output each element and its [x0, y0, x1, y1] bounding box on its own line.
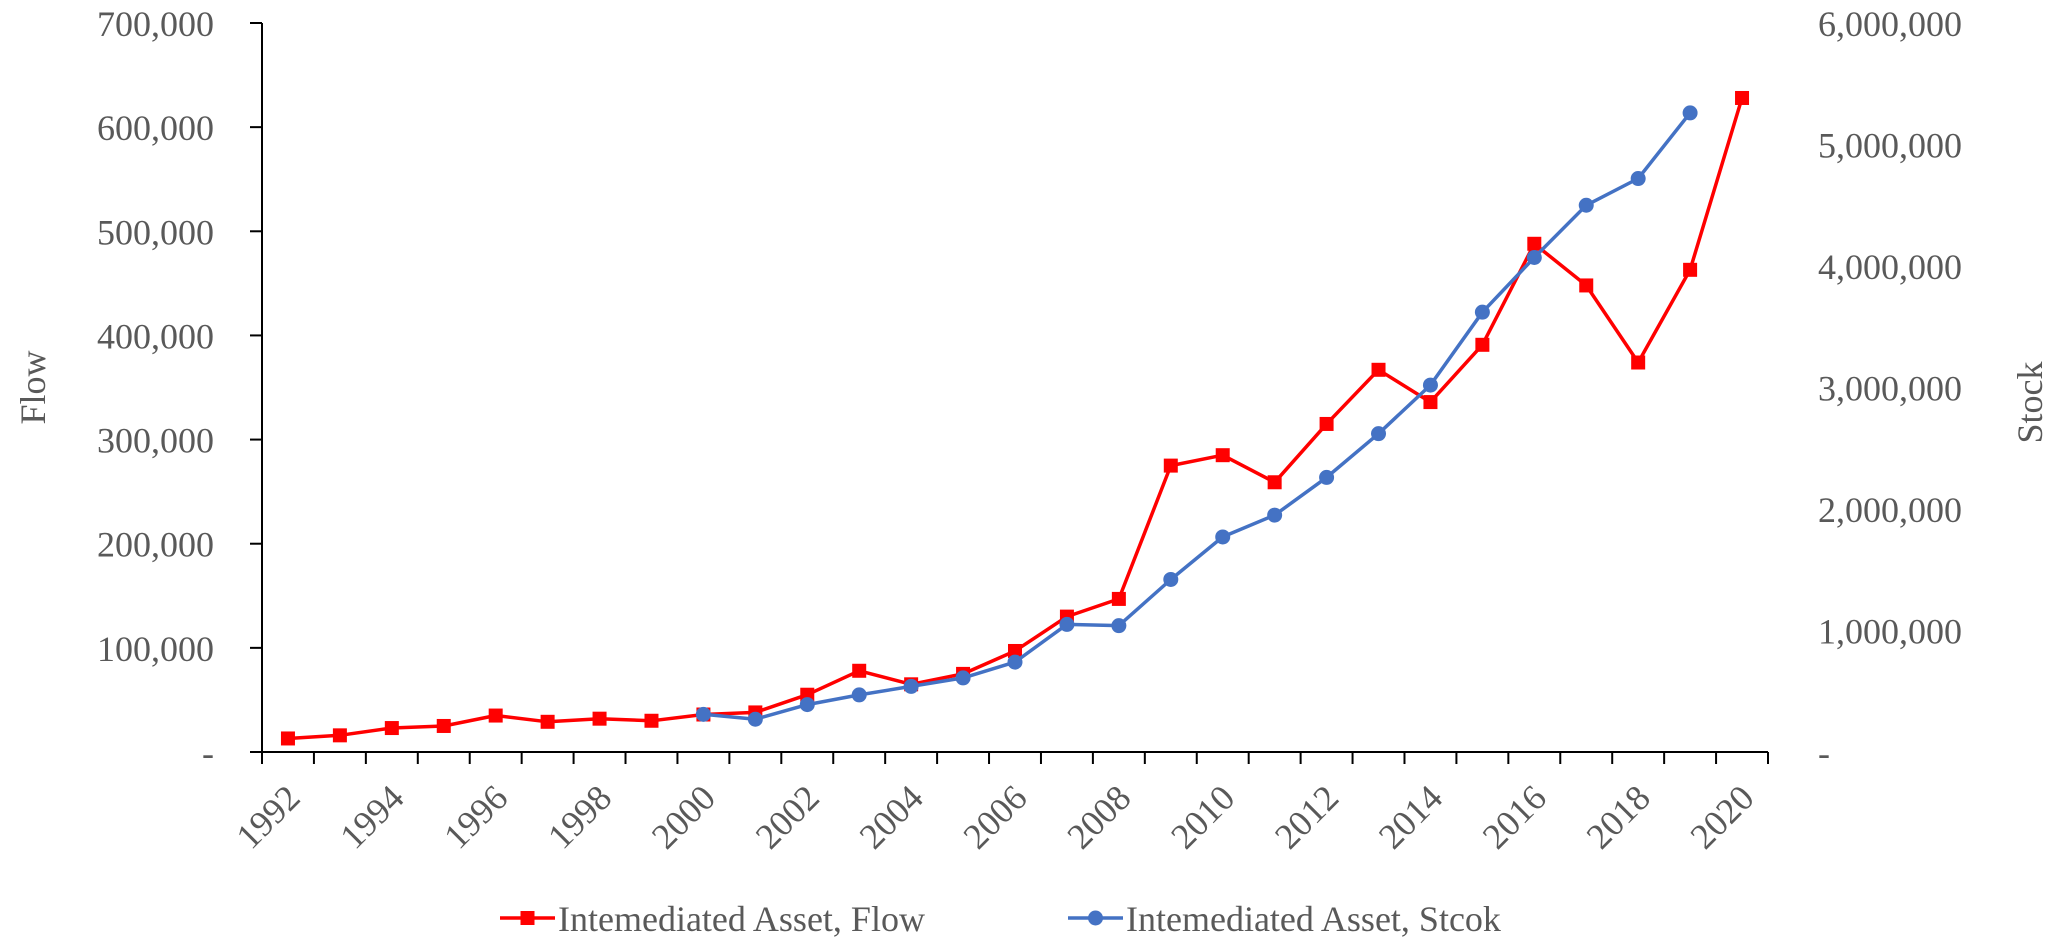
x-tick-label: 2014 — [1371, 777, 1450, 856]
data-point-1 — [1527, 236, 1542, 251]
data-point-2 — [1215, 529, 1231, 545]
y-right-tick-label: 6,000,000 — [1818, 4, 1962, 44]
series-line-2 — [703, 111, 1692, 721]
y-left-axis-title: Flow — [13, 350, 53, 424]
x-tick-label: 1998 — [540, 777, 619, 856]
data-point-1 — [384, 721, 399, 736]
y-right-tick-label: 2,000,000 — [1818, 490, 1962, 530]
data-point-1 — [1423, 395, 1438, 410]
x-tick-label: 2010 — [1163, 777, 1242, 856]
data-point-2 — [1059, 616, 1075, 632]
data-point-2 — [903, 678, 919, 694]
data-point-1 — [1683, 262, 1698, 277]
data-point-2 — [1319, 469, 1335, 485]
y-right-tick-label: 1,000,000 — [1818, 612, 1962, 652]
data-point-1 — [1111, 591, 1126, 606]
x-tick-label: 2012 — [1267, 777, 1346, 856]
y-left-tick-label: 600,000 — [97, 108, 214, 148]
x-tick-label: 1994 — [332, 777, 411, 856]
x-tick-label: 2020 — [1682, 777, 1761, 856]
data-point-1 — [1371, 362, 1386, 377]
data-point-2 — [695, 706, 711, 722]
data-point-1 — [1215, 448, 1230, 463]
x-tick-label: 2018 — [1579, 777, 1658, 856]
data-point-1 — [332, 728, 347, 743]
data-point-2 — [955, 670, 971, 686]
x-tick-label: 1992 — [228, 777, 307, 856]
y-right-tick-label: 4,000,000 — [1818, 247, 1962, 287]
data-point-2 — [1371, 426, 1387, 442]
data-point-2 — [1474, 304, 1490, 320]
x-tick-label: 2004 — [852, 777, 931, 856]
data-point-1 — [592, 711, 607, 726]
data-point-1 — [852, 663, 867, 678]
data-point-2 — [799, 697, 815, 713]
data-point-1 — [644, 713, 659, 728]
data-point-2 — [747, 711, 763, 727]
y-right-tick-label: 5,000,000 — [1818, 126, 1962, 166]
y-left-tick-label: 400,000 — [97, 316, 214, 356]
y-left-tick-label: 200,000 — [97, 525, 214, 565]
data-point-2 — [1526, 249, 1542, 265]
x-tick-label: 2006 — [955, 777, 1034, 856]
data-point-1 — [1579, 278, 1594, 293]
series-line-1 — [287, 97, 1744, 741]
x-tick-label: 2002 — [748, 777, 827, 856]
x-tick-label: 2016 — [1475, 777, 1554, 856]
data-point-2 — [1163, 571, 1179, 587]
x-tick-label: 2008 — [1059, 777, 1138, 856]
x-tick-label: 1996 — [436, 777, 515, 856]
legend-label-1: Intemediated Asset, Flow — [558, 899, 925, 939]
y-left-tick-label: 500,000 — [97, 212, 214, 252]
legend-label-2: Intemediated Asset, Stcok — [1126, 899, 1501, 939]
data-point-2 — [1630, 171, 1646, 187]
legend-swatch-marker-2 — [1088, 910, 1103, 926]
y-left-tick-label: 100,000 — [97, 629, 214, 669]
data-point-1 — [1735, 90, 1750, 105]
data-point-2 — [1682, 105, 1698, 121]
data-point-2 — [1422, 377, 1438, 393]
data-point-2 — [1111, 618, 1127, 634]
data-point-1 — [488, 708, 503, 723]
y-right-tick-label: 3,000,000 — [1818, 369, 1962, 409]
data-point-1 — [1631, 355, 1646, 370]
y-right-tick-label: - — [1818, 733, 1830, 773]
data-point-1 — [280, 731, 295, 746]
data-point-1 — [1319, 416, 1334, 431]
data-point-2 — [1578, 197, 1594, 213]
data-point-2 — [851, 687, 867, 703]
y-right-axis-title: Stock — [2010, 361, 2050, 443]
data-point-1 — [1008, 643, 1022, 658]
y-left-tick-label: - — [202, 733, 214, 773]
data-point-1 — [1163, 458, 1178, 473]
y-left-tick-label: 700,000 — [97, 4, 214, 44]
data-point-2 — [1007, 654, 1023, 670]
data-point-1 — [1475, 337, 1490, 352]
data-point-1 — [436, 718, 451, 733]
data-point-1 — [540, 714, 555, 729]
data-point-1 — [1267, 475, 1282, 490]
legend-swatch-marker-1 — [520, 911, 535, 925]
y-left-tick-label: 300,000 — [97, 421, 214, 461]
data-point-2 — [1267, 507, 1283, 523]
x-tick-label: 2000 — [644, 777, 723, 856]
